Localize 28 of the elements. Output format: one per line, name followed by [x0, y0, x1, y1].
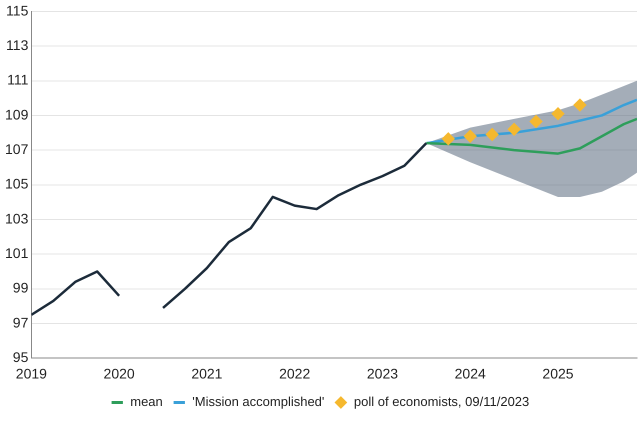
- y-tick-label: 105: [5, 176, 29, 192]
- y-tick-label: 95: [12, 349, 29, 366]
- y-tick-label: 107: [5, 140, 29, 157]
- point: [552, 107, 565, 120]
- legend-label: poll of economists, 09/11/2023: [354, 394, 530, 410]
- point: [486, 128, 499, 142]
- x-tick-label: 2024: [454, 365, 486, 382]
- y-tick-label: 103: [5, 210, 29, 226]
- x-tick-label: 2023: [366, 365, 398, 382]
- point: [530, 115, 543, 128]
- legend-label: mean: [130, 394, 163, 410]
- y-tick-label: 101: [5, 245, 29, 262]
- y-tick-label: 111: [7, 72, 29, 88]
- point: [508, 122, 521, 136]
- x-tick-label: 2021: [191, 365, 223, 382]
- y-tick-label: 113: [6, 36, 29, 53]
- y-tick-label: 99: [12, 280, 29, 296]
- x-tick-label: 2019: [16, 365, 48, 382]
- y-tick-label: 97: [12, 314, 29, 330]
- x-tick-label: 2022: [279, 365, 310, 382]
- x-tick-label: 2025: [542, 365, 574, 382]
- x-tick-label: 2020: [104, 365, 135, 382]
- point: [573, 98, 586, 112]
- point: [464, 130, 477, 143]
- point: [442, 132, 455, 146]
- y-tick-label: 109: [5, 106, 29, 122]
- y-tick-label: 115: [6, 2, 29, 18]
- legend-label: 'Mission accomplished': [192, 394, 324, 410]
